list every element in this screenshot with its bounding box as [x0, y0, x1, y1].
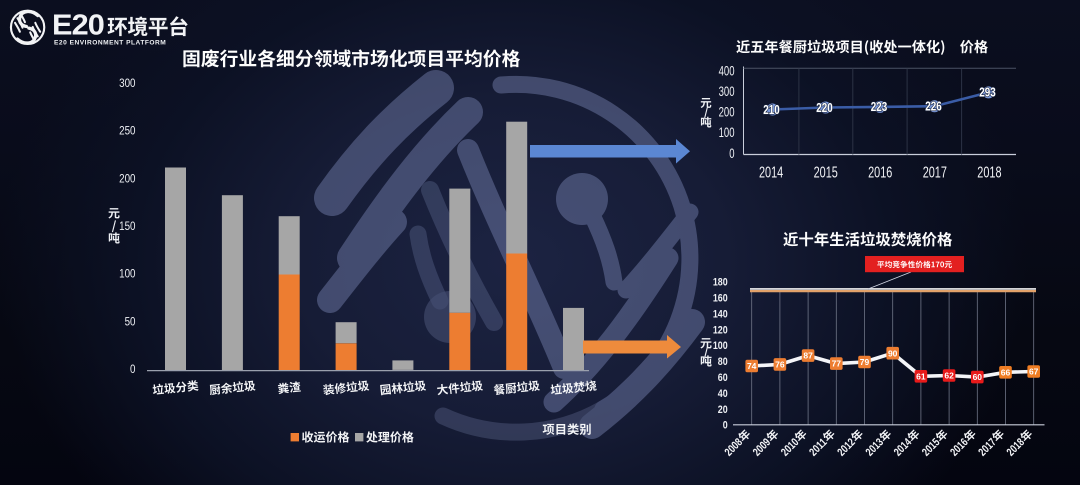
svg-text:160: 160 [713, 293, 728, 305]
svg-text:2017: 2017 [977, 436, 999, 458]
svg-text:2012: 2012 [836, 436, 858, 458]
svg-text:300: 300 [719, 83, 735, 99]
svg-text:220: 220 [816, 101, 832, 115]
svg-text:100: 100 [119, 269, 135, 281]
svg-text:250: 250 [119, 126, 135, 138]
svg-text:74: 74 [747, 361, 757, 371]
svg-text:61: 61 [916, 371, 926, 381]
svg-text:62: 62 [944, 371, 954, 381]
svg-text:79: 79 [860, 357, 870, 367]
svg-text:2009: 2009 [751, 436, 773, 458]
svg-text:100: 100 [719, 124, 735, 140]
svg-text:2016: 2016 [868, 165, 892, 182]
svg-text:180: 180 [713, 277, 728, 289]
svg-text:2011: 2011 [807, 436, 829, 458]
svg-text:20: 20 [718, 404, 728, 416]
svg-text:66: 66 [1001, 367, 1011, 377]
svg-text:200: 200 [719, 104, 735, 120]
svg-text:2010: 2010 [779, 436, 801, 458]
svg-text:0: 0 [723, 420, 728, 432]
svg-text:2013: 2013 [864, 436, 886, 458]
svg-text:2008: 2008 [723, 436, 745, 458]
svg-text:60: 60 [973, 372, 983, 382]
svg-text:2015: 2015 [814, 165, 838, 182]
svg-text:60: 60 [718, 372, 728, 384]
svg-text:76: 76 [775, 360, 785, 370]
svg-text:210: 210 [763, 103, 779, 117]
svg-text:2017: 2017 [923, 165, 947, 182]
svg-text:67: 67 [1029, 367, 1039, 377]
svg-text:77: 77 [832, 359, 842, 369]
svg-text:40: 40 [718, 388, 728, 400]
svg-text:2018: 2018 [977, 165, 1001, 182]
svg-text:E20: E20 [52, 9, 104, 41]
svg-text:80: 80 [718, 356, 728, 368]
svg-text:100: 100 [713, 340, 728, 352]
svg-text:226: 226 [925, 100, 941, 114]
svg-text:50: 50 [125, 316, 136, 328]
svg-text:90: 90 [888, 348, 898, 358]
svg-text:2014: 2014 [759, 165, 783, 182]
svg-text:0: 0 [130, 364, 135, 376]
svg-text:293: 293 [979, 86, 995, 100]
svg-text:E20 ENVIRONMENT PLATFORM: E20 ENVIRONMENT PLATFORM [54, 39, 166, 46]
svg-text:223: 223 [871, 100, 887, 114]
svg-text:140: 140 [713, 308, 728, 320]
svg-text:400: 400 [719, 62, 735, 78]
svg-text:200: 200 [119, 173, 135, 185]
svg-text:150: 150 [119, 221, 135, 233]
svg-text:2015: 2015 [920, 436, 942, 458]
svg-text:0: 0 [729, 145, 734, 161]
svg-text:300: 300 [119, 78, 135, 90]
svg-text:2018: 2018 [1005, 436, 1027, 458]
svg-text:2014: 2014 [892, 436, 915, 459]
svg-text:2016: 2016 [948, 436, 970, 458]
svg-text:120: 120 [713, 324, 728, 336]
svg-text:87: 87 [803, 351, 813, 361]
